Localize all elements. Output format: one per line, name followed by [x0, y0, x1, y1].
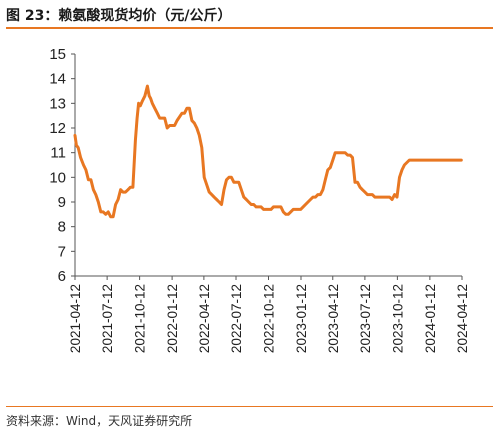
y-tick-label: 14: [49, 71, 66, 88]
chart-series: [73, 84, 463, 219]
x-tick-label: 2024-04-12: [455, 284, 470, 353]
y-tick-label: 13: [49, 95, 66, 112]
x-tick-label: 2022-04-12: [197, 284, 212, 353]
x-axis-ticks: 2021-04-12 2021-07-12 2021-10-12 2022-01-12…: [68, 276, 470, 353]
y-tick-label: 11: [50, 145, 66, 162]
source-divider: [6, 406, 493, 407]
x-tick-label: 2023-01-12: [294, 284, 309, 353]
x-tick-label: 2023-10-12: [390, 284, 405, 353]
x-tick-label: 2022-10-12: [262, 284, 277, 353]
x-tick-label: 2022-01-12: [165, 284, 180, 353]
series-line-1: [73, 84, 463, 219]
x-tick-label: 2023-04-12: [326, 284, 341, 353]
x-tick-label: 2021-07-12: [100, 284, 115, 353]
chart-title: 图 23：赖氨酸现货均价（元/公斤）: [6, 8, 232, 24]
x-tick-label: 2021-10-12: [133, 284, 148, 353]
y-axis-ticks: 6 7 8 9 10 11 12 13 14 15: [49, 46, 75, 285]
x-tick-label: 2023-07-12: [358, 284, 373, 353]
x-tick-label: 2024-01-12: [423, 284, 438, 353]
y-tick-label: 12: [49, 120, 66, 137]
title-divider: [6, 27, 493, 29]
y-tick-label: 10: [49, 169, 66, 186]
y-tick-label: 7: [58, 243, 66, 260]
y-tick-label: 15: [49, 46, 66, 63]
x-tick-label: 2021-04-12: [68, 284, 83, 353]
y-tick-label: 9: [58, 194, 66, 211]
x-tick-label: 2022-07-12: [229, 284, 244, 353]
y-tick-label: 8: [58, 219, 66, 236]
y-tick-label: 6: [58, 268, 66, 285]
source-note: 资料来源：Wind，天风证券研究所: [6, 414, 193, 428]
